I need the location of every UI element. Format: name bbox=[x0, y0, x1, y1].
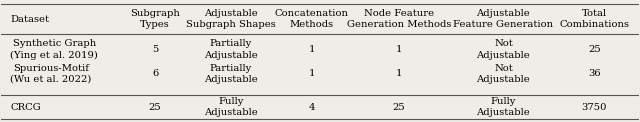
Text: 1: 1 bbox=[396, 45, 403, 54]
Text: 3750: 3750 bbox=[582, 103, 607, 112]
Text: 4: 4 bbox=[308, 103, 315, 112]
Text: Total
Combinations: Total Combinations bbox=[559, 9, 629, 29]
Text: Fully
Adjustable: Fully Adjustable bbox=[204, 97, 258, 117]
Text: CRCG: CRCG bbox=[10, 103, 41, 112]
Text: 36: 36 bbox=[588, 69, 600, 78]
Text: Subgraph
Types: Subgraph Types bbox=[130, 9, 180, 29]
Text: 25: 25 bbox=[393, 103, 406, 112]
Text: Not
Adjustable: Not Adjustable bbox=[477, 40, 531, 60]
Text: 25: 25 bbox=[588, 45, 600, 54]
Text: Node Feature
Generation Methods: Node Feature Generation Methods bbox=[347, 9, 451, 29]
Text: Concatenation
Methods: Concatenation Methods bbox=[275, 9, 349, 29]
Text: 1: 1 bbox=[308, 69, 315, 78]
Text: Synthetic Graph
(Ying et al. 2019): Synthetic Graph (Ying et al. 2019) bbox=[10, 39, 98, 60]
Text: Dataset: Dataset bbox=[10, 15, 49, 24]
Text: Spurious-Motif
(Wu et al. 2022): Spurious-Motif (Wu et al. 2022) bbox=[10, 64, 92, 84]
Text: 1: 1 bbox=[396, 69, 403, 78]
Text: 5: 5 bbox=[152, 45, 158, 54]
Text: Fully
Adjustable: Fully Adjustable bbox=[477, 97, 531, 117]
Text: 25: 25 bbox=[148, 103, 161, 112]
Text: Partially
Adjustable: Partially Adjustable bbox=[204, 40, 258, 60]
Text: Partially
Adjustable: Partially Adjustable bbox=[204, 64, 258, 84]
Text: 6: 6 bbox=[152, 69, 158, 78]
Text: Adjustable
Feature Generation: Adjustable Feature Generation bbox=[453, 9, 554, 29]
Text: 1: 1 bbox=[308, 45, 315, 54]
Text: Not
Adjustable: Not Adjustable bbox=[477, 64, 531, 84]
Text: Adjustable
Subgraph Shapes: Adjustable Subgraph Shapes bbox=[186, 9, 276, 29]
